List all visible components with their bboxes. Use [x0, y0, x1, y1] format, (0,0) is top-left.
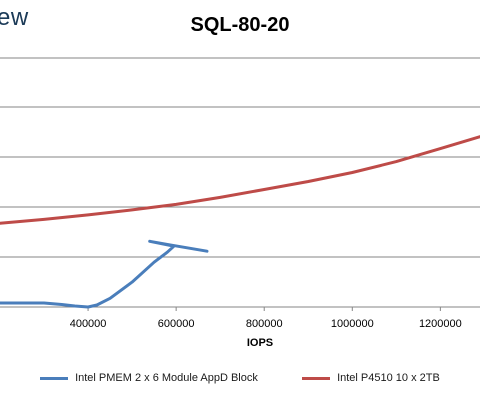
brand-logo-text: ew	[0, 4, 29, 31]
chart-title: SQL-80-20	[190, 14, 290, 36]
x-tick-label-3: 1000000	[331, 318, 374, 330]
legend-label-p4510: Intel P4510 10 x 2TB	[337, 372, 440, 384]
legend-label-pmem: Intel PMEM 2 x 6 Module AppD Block	[75, 372, 258, 384]
series-line-0	[0, 239, 209, 309]
legend-item-pmem: Intel PMEM 2 x 6 Module AppD Block	[40, 372, 258, 384]
x-tick-label-0: 400000	[70, 318, 107, 330]
legend-swatch-p4510	[302, 376, 330, 380]
x-tick-label-1: 600000	[158, 318, 195, 330]
legend-item-p4510: Intel P4510 10 x 2TB	[302, 372, 440, 384]
series-line-1	[0, 135, 480, 225]
legend-swatch-pmem	[40, 376, 68, 380]
x-tick-label-2: 800000	[246, 318, 283, 330]
x-tick-label-4: 1200000	[419, 318, 462, 330]
x-axis-label: IOPS	[246, 337, 274, 349]
legend: Intel PMEM 2 x 6 Module AppD Block Intel…	[0, 372, 480, 388]
